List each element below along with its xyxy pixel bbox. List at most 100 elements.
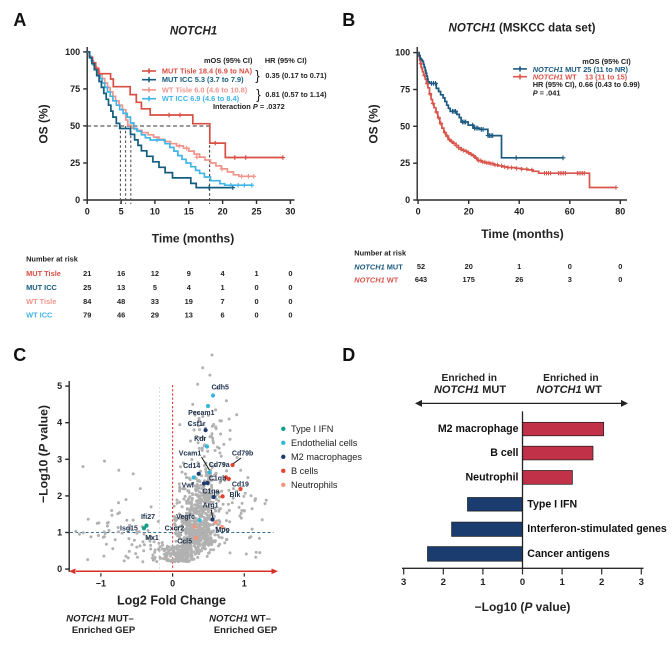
svg-text:12: 12 xyxy=(151,269,159,278)
svg-text:Neutrophils: Neutrophils xyxy=(291,480,338,490)
svg-text:Cd19: Cd19 xyxy=(232,482,249,489)
svg-text:−Log10 (P value): −Log10 (P value) xyxy=(475,600,571,614)
svg-text:HR (95% CI): HR (95% CI) xyxy=(265,56,307,65)
svg-text:Csf1r: Csf1r xyxy=(188,421,206,428)
svg-text:19: 19 xyxy=(185,297,193,306)
svg-text:Mpo: Mpo xyxy=(215,527,229,534)
svg-text:NOTCH1 WT: NOTCH1 WT xyxy=(536,384,602,396)
svg-text:2: 2 xyxy=(57,491,62,501)
svg-text:15: 15 xyxy=(184,207,194,217)
svg-text:0: 0 xyxy=(288,311,292,320)
svg-text:25: 25 xyxy=(400,158,410,168)
svg-text:NOTCH1 WT: NOTCH1 WT xyxy=(354,275,398,284)
svg-text:A: A xyxy=(13,10,26,30)
svg-text:20: 20 xyxy=(218,207,228,217)
svg-text:26: 26 xyxy=(515,275,523,284)
svg-text:48: 48 xyxy=(117,297,125,306)
svg-text:1: 1 xyxy=(57,528,62,538)
svg-text:40: 40 xyxy=(514,207,524,217)
svg-text:−Log10 (P value): −Log10 (P value) xyxy=(37,405,51,503)
svg-text:Vegfc: Vegfc xyxy=(176,514,195,521)
svg-text:50: 50 xyxy=(400,121,410,131)
svg-text:M2 macrophages: M2 macrophages xyxy=(291,452,362,462)
svg-text:7: 7 xyxy=(221,297,225,306)
svg-text:NOTCH1 MUT: NOTCH1 MUT xyxy=(354,262,403,271)
svg-text:C1qa: C1qa xyxy=(202,488,219,495)
svg-text:52: 52 xyxy=(417,262,425,271)
svg-text:Type I IFN: Type I IFN xyxy=(527,498,577,510)
svg-text:OS (%): OS (%) xyxy=(367,104,381,143)
svg-text:Time (months): Time (months) xyxy=(481,227,563,241)
svg-text:}: } xyxy=(256,87,261,102)
svg-text:WT ICC: WT ICC xyxy=(26,311,53,320)
svg-text:WT Tisle: WT Tisle xyxy=(26,297,56,306)
svg-text:25: 25 xyxy=(70,158,80,168)
svg-text:10: 10 xyxy=(150,207,160,217)
svg-text:HR (95% CI), 0.66 (0.43 to 0.9: HR (95% CI), 0.66 (0.43 to 0.99) xyxy=(533,80,641,89)
svg-text:0: 0 xyxy=(288,269,292,278)
svg-text:Ccl5: Ccl5 xyxy=(177,539,192,546)
svg-text:0: 0 xyxy=(618,262,622,271)
svg-text:16: 16 xyxy=(117,269,125,278)
svg-text:29: 29 xyxy=(151,311,159,320)
svg-text:60: 60 xyxy=(565,207,575,217)
svg-text:Neutrophil: Neutrophil xyxy=(466,471,519,483)
svg-text:NOTCH1 (MSKCC data set): NOTCH1 (MSKCC data set) xyxy=(449,23,596,35)
svg-text:mOS (95% CI): mOS (95% CI) xyxy=(582,57,631,66)
svg-text:MUT Tisle: MUT Tisle xyxy=(26,269,61,278)
svg-text:84: 84 xyxy=(83,297,92,306)
svg-text:0: 0 xyxy=(85,207,90,217)
svg-text:Time (months): Time (months) xyxy=(152,231,234,245)
svg-text:21: 21 xyxy=(83,269,91,278)
svg-text:Interaction P = .0372: Interaction P = .0372 xyxy=(213,101,285,110)
svg-text:}: } xyxy=(255,68,260,83)
svg-text:75: 75 xyxy=(70,84,80,94)
svg-text:20: 20 xyxy=(465,262,473,271)
svg-text:0: 0 xyxy=(75,195,80,205)
svg-text:C: C xyxy=(13,345,26,365)
svg-text:6: 6 xyxy=(221,311,225,320)
svg-text:100: 100 xyxy=(65,47,80,57)
svg-text:B: B xyxy=(342,10,355,30)
svg-text:0: 0 xyxy=(520,577,525,588)
svg-text:Cd79a: Cd79a xyxy=(209,462,230,469)
svg-text:MUT Tisle 18.4 (6.9 to NA): MUT Tisle 18.4 (6.9 to NA) xyxy=(162,67,253,76)
svg-text:46: 46 xyxy=(117,311,125,320)
svg-text:NOTCH1 MUT: NOTCH1 MUT xyxy=(434,384,506,396)
svg-text:Cd14: Cd14 xyxy=(183,463,200,470)
svg-text:9: 9 xyxy=(187,269,191,278)
svg-text:Cd79b: Cd79b xyxy=(232,451,253,458)
svg-text:3: 3 xyxy=(57,454,62,464)
svg-text:4: 4 xyxy=(57,418,62,428)
svg-text:Vcam1: Vcam1 xyxy=(179,450,202,457)
svg-text:0: 0 xyxy=(254,311,258,320)
svg-text:Cancer antigens: Cancer antigens xyxy=(527,548,610,560)
svg-text:3: 3 xyxy=(639,577,644,588)
svg-text:NOTCH1 MUT 25 (11 to NR): NOTCH1 MUT 25 (11 to NR) xyxy=(533,64,629,73)
svg-text:MUT ICC: MUT ICC xyxy=(26,283,57,292)
svg-text:2: 2 xyxy=(599,577,604,588)
svg-text:P = .041: P = .041 xyxy=(533,88,561,97)
svg-text:0: 0 xyxy=(405,195,410,205)
svg-text:Cdh5: Cdh5 xyxy=(211,384,229,391)
svg-text:Enriched in: Enriched in xyxy=(543,373,598,384)
svg-text:1: 1 xyxy=(254,269,258,278)
svg-text:Enriched GEP: Enriched GEP xyxy=(214,625,278,636)
svg-text:30: 30 xyxy=(285,207,295,217)
svg-text:NOTCH1 WT–: NOTCH1 WT– xyxy=(209,613,271,624)
svg-text:50: 50 xyxy=(70,121,80,131)
svg-text:1: 1 xyxy=(517,262,521,271)
svg-text:75: 75 xyxy=(400,85,410,95)
svg-text:79: 79 xyxy=(83,311,91,320)
svg-text:1: 1 xyxy=(221,283,225,292)
svg-text:20: 20 xyxy=(464,207,474,217)
svg-text:5: 5 xyxy=(57,381,62,391)
svg-text:0: 0 xyxy=(288,283,292,292)
svg-text:NOTCH1: NOTCH1 xyxy=(170,26,217,38)
svg-text:Log2 Fold Change: Log2 Fold Change xyxy=(117,594,226,608)
svg-text:0: 0 xyxy=(288,297,292,306)
svg-text:0: 0 xyxy=(416,207,421,217)
svg-text:Interferon-stimulated genes: Interferon-stimulated genes xyxy=(527,523,667,535)
svg-text:80: 80 xyxy=(615,207,625,217)
svg-text:0: 0 xyxy=(170,579,175,589)
